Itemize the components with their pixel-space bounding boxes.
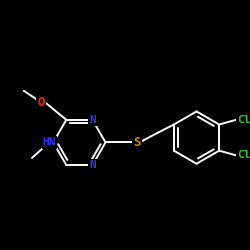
Text: N: N (89, 115, 96, 125)
Text: Cl: Cl (238, 115, 250, 125)
Text: O: O (38, 96, 45, 109)
Text: HN: HN (43, 138, 56, 147)
Text: S: S (134, 136, 141, 149)
Text: Cl: Cl (238, 150, 250, 160)
Text: N: N (89, 160, 96, 170)
